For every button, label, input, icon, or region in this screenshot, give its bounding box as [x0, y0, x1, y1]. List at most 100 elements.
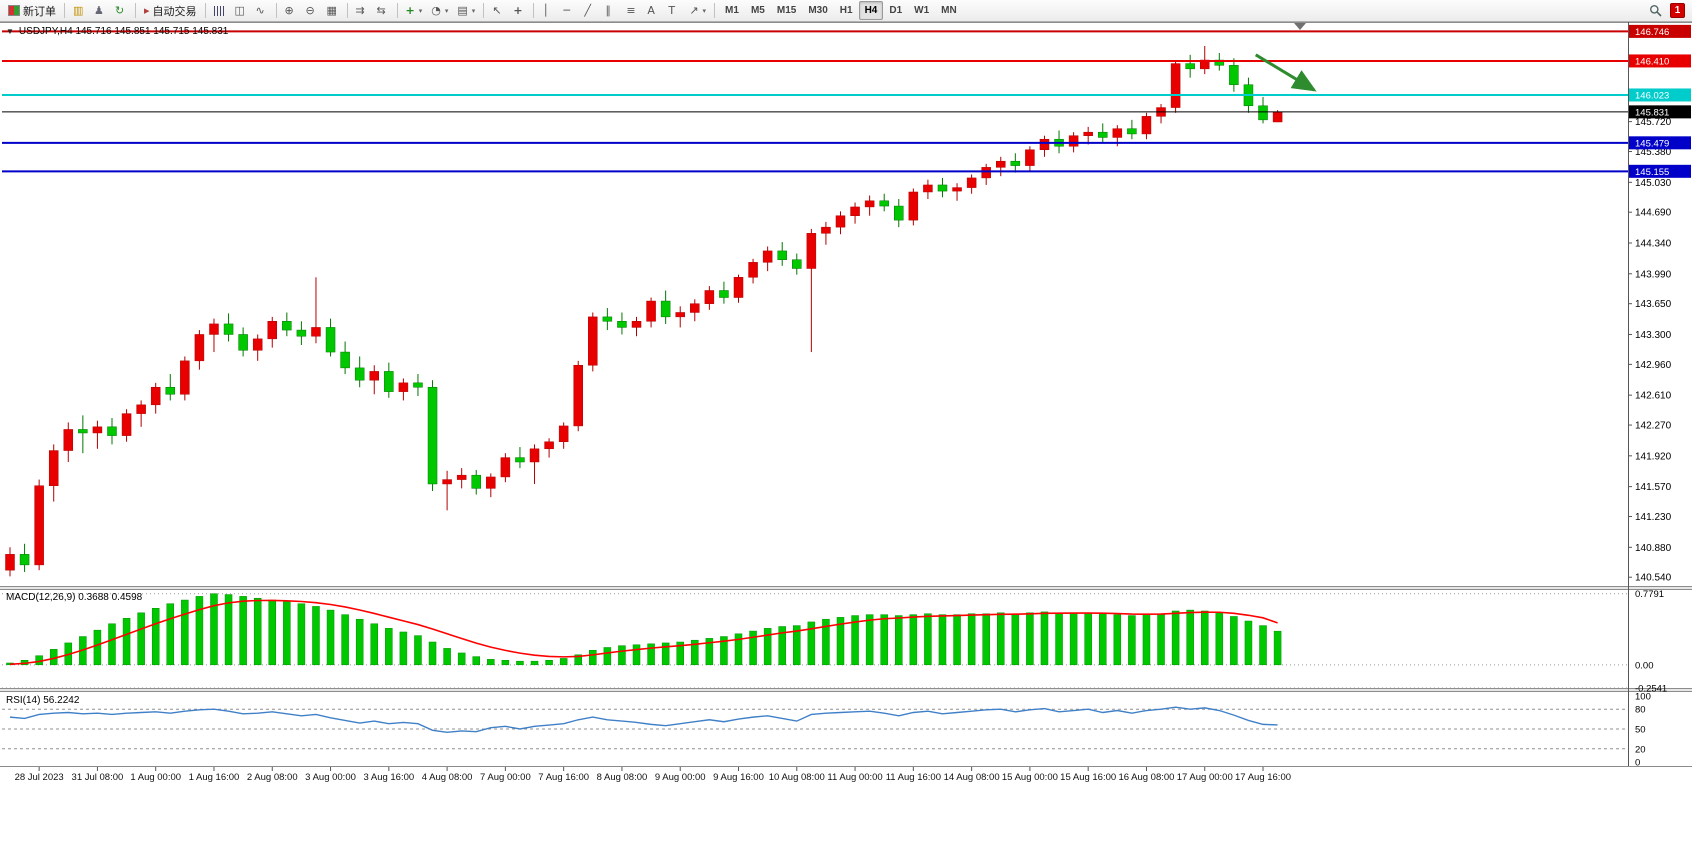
candle-up: [194, 334, 205, 362]
candle-up: [966, 177, 977, 188]
fibonacci-button[interactable]: ≡: [622, 1, 642, 20]
macd-histogram-bar: [355, 618, 364, 666]
templates-button[interactable]: ▤ ▾: [453, 1, 479, 20]
candle-down: [223, 323, 234, 335]
candlestick-chart-button[interactable]: ◫: [231, 1, 251, 20]
candle-down: [1229, 65, 1239, 85]
candle-up: [398, 382, 409, 392]
time-axis-label: 7 Aug 00:00: [480, 772, 531, 783]
new-order-icon: [8, 5, 20, 16]
new-order-button[interactable]: 新订单: [4, 1, 60, 20]
candle-up: [1112, 128, 1123, 138]
candle-up: [1039, 138, 1050, 151]
timeframe-d1-button[interactable]: D1: [883, 1, 908, 20]
macd-histogram-bar: [443, 648, 451, 666]
candle-up: [762, 250, 773, 263]
periods-button[interactable]: ◔ ▾: [427, 1, 452, 20]
auto-scroll-button[interactable]: ⇉: [352, 1, 372, 20]
macd-axis-label: -0.2541: [1635, 684, 1667, 695]
price-axis-label: 142.610: [1635, 391, 1672, 402]
timeframe-m15-button[interactable]: M15: [771, 1, 802, 20]
autotrade-button[interactable]: ▸ 自动交易: [140, 1, 201, 20]
notification-badge[interactable]: 1: [1670, 3, 1685, 18]
candle-up: [34, 485, 44, 566]
macd-histogram-bar: [807, 621, 816, 666]
tile-windows-button[interactable]: ▦: [323, 1, 343, 20]
timeframe-mn-button[interactable]: MN: [935, 1, 963, 20]
candle-up: [544, 441, 554, 450]
channel-button[interactable]: ∥: [601, 1, 621, 20]
chart-shift-button[interactable]: ⇆: [373, 1, 393, 20]
macd-histogram-bar: [399, 631, 408, 666]
panel-splitter[interactable]: [0, 587, 1692, 589]
market-watch-button[interactable]: ▥: [69, 1, 89, 20]
candle-up: [1068, 135, 1079, 147]
price-level-badge-label: 146.410: [1635, 56, 1669, 67]
time-axis-label: 2 Aug 08:00: [247, 772, 298, 783]
timeframe-m5-button[interactable]: M5: [745, 1, 771, 20]
profiles-button[interactable]: ♟: [90, 1, 110, 20]
cursor-button[interactable]: ↖: [488, 1, 508, 20]
candle-down: [602, 316, 613, 322]
macd-histogram-bar: [545, 660, 553, 666]
macd-histogram-bar: [326, 609, 335, 666]
trendline-button[interactable]: ╱: [580, 1, 600, 20]
autotrade-icon: ▸: [144, 4, 150, 17]
macd-histogram-bar: [618, 645, 626, 666]
candle-up: [704, 290, 715, 304]
arrow-annotation[interactable]: [1254, 53, 1317, 92]
candle-down: [78, 429, 88, 434]
search-button[interactable]: [1645, 1, 1666, 20]
indicators-button[interactable]: + ▾: [402, 1, 427, 20]
macd-histogram-bar: [166, 603, 175, 666]
macd-histogram-bar: [1157, 613, 1165, 666]
text-label-button[interactable]: T: [664, 1, 684, 20]
macd-histogram-bar: [341, 614, 349, 666]
line-chart-button[interactable]: ∿: [252, 1, 272, 20]
candle-up: [1141, 116, 1152, 135]
timeframe-w1-button[interactable]: W1: [908, 1, 935, 20]
horizontal-line-icon: ─: [563, 4, 570, 17]
time-axis-label: 9 Aug 00:00: [655, 772, 706, 783]
macd-histogram-bar: [734, 633, 743, 666]
time-axis-label: 1 Aug 16:00: [189, 772, 240, 783]
candle-down: [777, 250, 787, 260]
macd-histogram-bar: [312, 606, 320, 666]
zoom-out-button[interactable]: ⊖: [302, 1, 322, 20]
timeframe-m30-button[interactable]: M30: [802, 1, 833, 20]
panel-splitter[interactable]: [0, 689, 1692, 691]
chart-shift-marker[interactable]: [1294, 23, 1306, 30]
candle-up: [92, 426, 103, 434]
one-click-trading-toggle[interactable]: ▼: [6, 27, 14, 36]
candle-up: [1025, 149, 1035, 166]
candle-up: [952, 187, 962, 192]
macd-histogram-bar: [137, 612, 145, 666]
price-level-badge: [1629, 105, 1691, 119]
toolbar: 新订单 ▥ ♟ ↻ ▸ 自动交易 ◫ ∿ ⊕ ⊖ ▦ ⇉ ⇆ + ▾ ◔ ▾ ▤ ▾ …: [0, 0, 1692, 22]
candle-up: [588, 316, 598, 366]
candle-down: [617, 321, 627, 328]
bar-chart-button[interactable]: [210, 1, 230, 20]
timeframe-h1-button[interactable]: H1: [834, 1, 859, 20]
candle-down: [1127, 128, 1137, 135]
crosshair-button[interactable]: +: [509, 1, 529, 20]
timeframe-h4-button[interactable]: H4: [858, 1, 884, 20]
candle-up: [267, 321, 278, 340]
time-axis-label: 10 Aug 08:00: [769, 772, 825, 783]
vertical-line-button[interactable]: │: [538, 1, 558, 20]
zoom-in-button[interactable]: ⊕: [281, 1, 301, 20]
candle-down: [19, 554, 30, 566]
macd-histogram-bar: [793, 625, 801, 666]
rsi-axis-label: 0: [1635, 758, 1640, 769]
refresh-button[interactable]: ↻: [111, 1, 131, 20]
horizontal-line-button[interactable]: ─: [559, 1, 579, 20]
timeframe-m1-button[interactable]: M1: [719, 1, 745, 20]
arrows-button[interactable]: ↗ ▾: [685, 1, 710, 20]
refresh-icon: ↻: [115, 4, 125, 17]
candle-down: [165, 386, 176, 395]
candle-down: [515, 457, 525, 463]
autotrade-label: 自动交易: [152, 5, 197, 18]
toolbar-separator: [64, 3, 65, 18]
text-button[interactable]: A: [643, 1, 663, 20]
